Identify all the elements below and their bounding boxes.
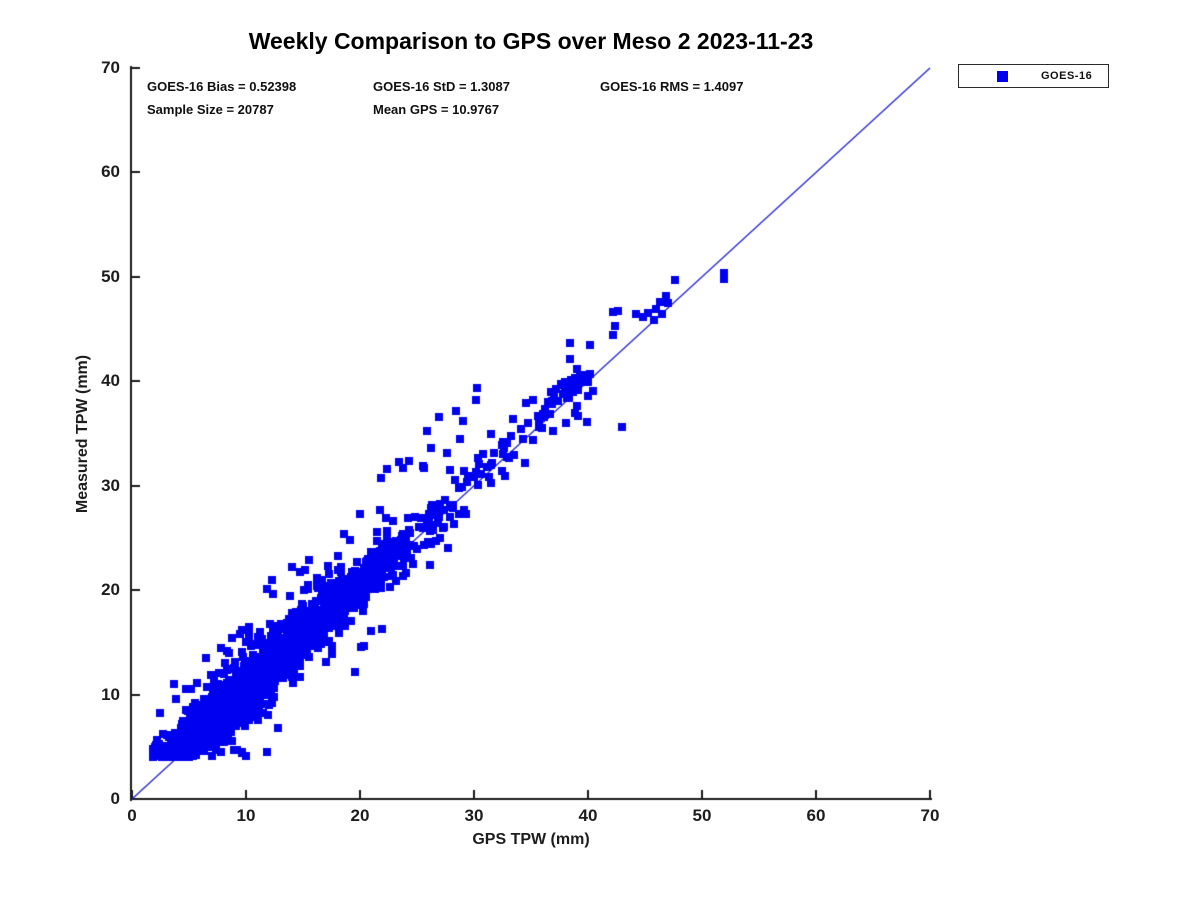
stat-std: GOES-16 StD = 1.3087 — [373, 79, 510, 94]
chart-title: Weekly Comparison to GPS over Meso 2 202… — [248, 28, 814, 54]
y-tick-label-40: 40 — [101, 371, 120, 391]
y-tick-label-30: 30 — [101, 475, 120, 495]
y-tick-label-20: 20 — [101, 580, 120, 600]
y-tick-label-0: 0 — [110, 789, 120, 808]
x-axis-label: GPS TPW (mm) — [472, 831, 590, 848]
legend-series-label: GOES-16 — [1041, 70, 1093, 82]
x-tick-label-0: 0 — [127, 806, 137, 825]
y-tick-label-50: 50 — [101, 266, 120, 286]
y-tick-label-10: 10 — [101, 684, 120, 704]
legend-box: GOES-16 — [958, 64, 1109, 88]
y-tick-label-70: 70 — [101, 58, 120, 77]
stat-mean-gps: Mean GPS = 10.9767 — [373, 102, 500, 117]
legend-marker-square-icon — [997, 70, 1008, 82]
stat-bias: GOES-16 Bias = 0.52398 — [147, 79, 297, 94]
x-tick-label-10: 10 — [236, 806, 256, 825]
x-tick-label-40: 40 — [578, 806, 598, 825]
y-tick-label-60: 60 — [101, 162, 120, 182]
x-tick-label-30: 30 — [464, 806, 484, 825]
x-tick-label-20: 20 — [350, 806, 370, 825]
x-tick-label-70: 70 — [920, 806, 940, 825]
stat-rms: GOES-16 RMS = 1.4097 — [600, 79, 744, 94]
x-tick-label-60: 60 — [806, 806, 826, 825]
stat-sample-size: Sample Size = 20787 — [147, 102, 274, 117]
x-tick-label-50: 50 — [692, 806, 712, 825]
